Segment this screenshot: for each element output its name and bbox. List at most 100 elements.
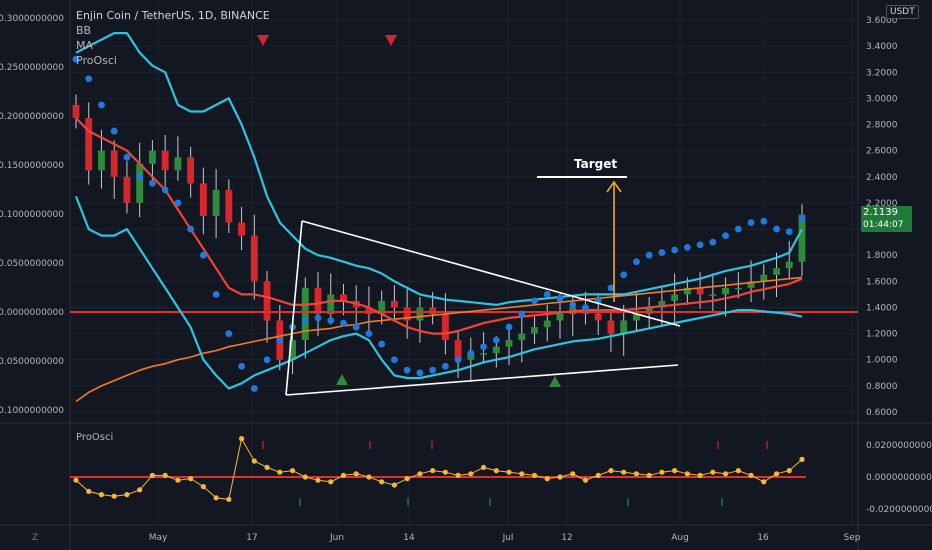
osc-dot [531, 472, 538, 478]
osc-dot [786, 468, 792, 474]
osc-dot [557, 474, 563, 480]
candle-up [289, 340, 296, 360]
candle-down [594, 314, 602, 321]
osc-dot [366, 474, 372, 480]
osc-dot [98, 492, 105, 498]
pro-dot [340, 319, 347, 327]
pro-dot [149, 179, 156, 187]
osc-dot [430, 468, 436, 474]
left-axis-tick-label: -0.0500000000 [0, 357, 64, 367]
candle-up [785, 261, 793, 269]
osc-dot [684, 471, 690, 477]
right-axis-tick-label: 3.4000 [866, 42, 898, 52]
osc-line [75, 437, 803, 500]
right-axis-tick-label: 1.0000 [866, 356, 898, 366]
pro-dot [798, 215, 806, 223]
osc-dot [455, 472, 461, 478]
candle-up [773, 268, 780, 275]
left-axis-tick-label: 0.0500000000 [0, 259, 64, 269]
osc-axis-tick-label: 0.0000000000 [866, 473, 932, 483]
ma-basis-line [75, 117, 803, 335]
pro-dot [429, 366, 437, 374]
osc-axis-tick-label: -0.0200000000 [866, 505, 932, 515]
pro-dot [391, 356, 398, 364]
pro-dot [85, 75, 93, 83]
osc-dot [213, 495, 219, 501]
zoom-reset-icon[interactable]: Z [32, 533, 39, 543]
pro-dot [747, 219, 755, 226]
right-axis-tick-label: 2.6000 [866, 147, 898, 157]
candle-up [174, 157, 182, 171]
left-axis-tick-label: 0.3000000000 [0, 14, 64, 24]
osc-dot [506, 469, 512, 475]
candle-down [161, 150, 169, 171]
indicator-bb-label[interactable]: BB [76, 24, 92, 37]
pro-dot [123, 153, 131, 161]
osc-dot [238, 436, 245, 442]
osc-dot [468, 471, 474, 477]
osc-dot [124, 492, 130, 498]
candle-up [709, 294, 717, 296]
osc-dot [353, 471, 359, 477]
candle-down [250, 235, 258, 282]
x-axis: May 17 Jun 14 Jul 12 Aug 16 Sep [149, 533, 861, 543]
candle-up [645, 307, 653, 314]
osc-axis-tick-label: 0.0200000000 [866, 441, 932, 451]
pro-dots-layer [72, 55, 806, 392]
sell-signal-triangle [257, 35, 269, 46]
osc-dot [188, 476, 194, 482]
x-axis-tick-label: Jun [329, 533, 344, 543]
indicator-proosci-label[interactable]: ProOsci [76, 54, 117, 67]
osc-dot [799, 456, 805, 462]
oscillator-label[interactable]: ProOsci [76, 432, 114, 443]
trendline-left [285, 220, 303, 396]
candle-down [123, 176, 131, 203]
osc-dot [340, 472, 347, 478]
pro-dot [645, 251, 653, 259]
indicator-ma-label[interactable]: MA [76, 39, 94, 52]
target-label: Target [574, 157, 618, 171]
currency-unit-badge[interactable]: USDT [886, 5, 919, 19]
pro-dot [620, 271, 628, 279]
pro-dot [531, 297, 538, 305]
bb-lower-band [74, 196, 803, 390]
pro-dot [174, 199, 182, 207]
bb-upper-band [75, 31, 803, 306]
chart-title: Enjin Coin / TetherUS, 1D, BINANCE [76, 9, 270, 22]
trendline-lower [285, 364, 679, 396]
candle-down [403, 307, 411, 321]
pro-dot [658, 249, 666, 256]
x-axis-tick-label: 14 [403, 533, 415, 543]
osc-dot [710, 469, 716, 475]
left-axis-tick-label: 0.2000000000 [0, 112, 64, 122]
pro-dot [250, 385, 258, 392]
x-axis-tick-label: 17 [246, 533, 257, 543]
candle-down [441, 314, 449, 341]
osc-dot [391, 482, 398, 488]
x-axis-tick-label: Aug [671, 533, 689, 543]
indicator-lines [70, 31, 858, 403]
pro-dot [416, 369, 424, 377]
pro-dot [543, 291, 551, 298]
pro-dot [683, 243, 691, 251]
osc-dot [86, 488, 92, 494]
osc-dot [289, 468, 296, 474]
pro-dot [98, 101, 105, 109]
left-axis-tick-label: 0.0000000000 [0, 308, 64, 318]
pro-dot [480, 343, 487, 351]
ma-long-line [75, 276, 803, 403]
osc-dot [595, 472, 601, 478]
left-axis-tick-label: -0.1000000000 [0, 406, 64, 416]
candle-down [263, 281, 271, 321]
candle-down [110, 150, 118, 177]
candle-up [416, 307, 424, 321]
candle-up [98, 150, 105, 171]
candle-up [327, 294, 335, 314]
right-axis-tick-label: 2.8000 [866, 121, 898, 131]
left-axis-tick-label: 0.2500000000 [0, 63, 64, 73]
osc-dot [149, 472, 156, 478]
pro-dot [607, 284, 615, 292]
x-axis-tick-label: Sep [844, 533, 861, 543]
candle-up [518, 333, 526, 341]
